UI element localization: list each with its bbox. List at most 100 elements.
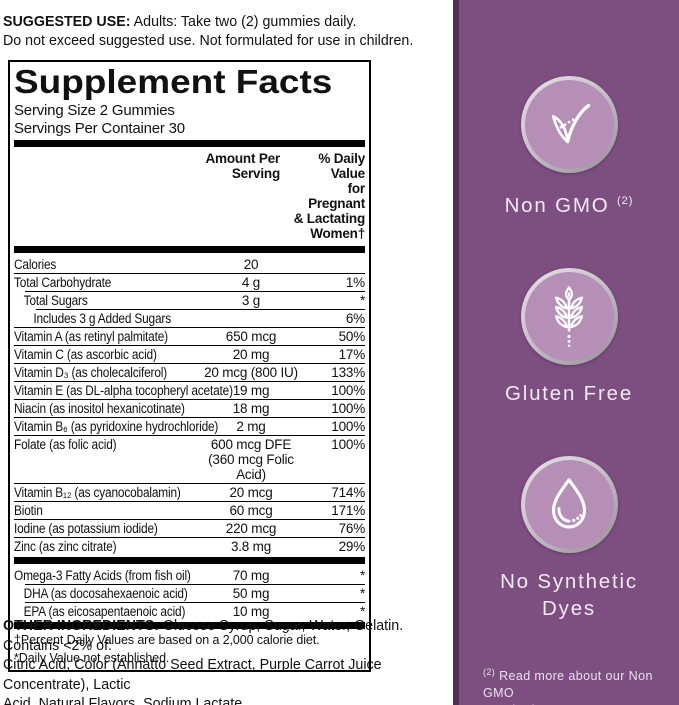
nutrient-dv: 171% bbox=[331, 502, 365, 518]
badge-no-synthetic-dyes: No Synthetic Dyes bbox=[459, 456, 679, 622]
table-row: Vitamin A (as retinyl palmitate) 650 mcg 5… bbox=[14, 327, 365, 345]
nutrient-dv: 100% bbox=[331, 436, 365, 452]
divider-bar bbox=[14, 557, 365, 564]
table-row: DHA (as docosahexaenoic acid) 50 mg * bbox=[14, 584, 365, 602]
badge-gluten-free: Gluten Free bbox=[459, 268, 679, 407]
nutrient-dv: * bbox=[359, 567, 365, 583]
badge-circle bbox=[524, 272, 614, 361]
badge-ring bbox=[520, 268, 618, 365]
droplet-icon bbox=[551, 477, 587, 529]
nutrient-amount: 3 g bbox=[241, 292, 261, 308]
badge-ring bbox=[520, 76, 618, 173]
nutrient-amount: 60 mcg bbox=[229, 502, 273, 518]
suggested-use-label: SUGGESTED USE: bbox=[3, 13, 131, 30]
nutrient-name: Vitamin A (as retinyl palmitate) bbox=[14, 328, 168, 344]
table-row: Vitamin B₁₂ (as cyanocobalamin) 20 mcg 714… bbox=[14, 483, 365, 501]
nutrient-amount: 20 mg bbox=[232, 346, 270, 362]
label-area: SUGGESTED USE: Adults: Take two (2) gumm… bbox=[3, 12, 450, 705]
nutrient-name: Zinc (as zinc citrate) bbox=[14, 538, 117, 554]
nutrient-dv: 29% bbox=[338, 538, 366, 554]
nutrient-amount: 4 g bbox=[241, 274, 261, 290]
badge-label-text: Non GMO bbox=[504, 193, 610, 217]
sidebar-footnote: (2) Read more about our Non GMO standard… bbox=[483, 664, 673, 705]
other-ingredients-label: OTHER INGREDIENTS: bbox=[3, 617, 159, 634]
nutrient-amount: 70 mg bbox=[232, 567, 270, 583]
nutrient-amount: 10 mg bbox=[232, 603, 270, 619]
amount-per-serving-header: Amount Per Serving bbox=[205, 151, 280, 181]
suggested-use-body: Adults: Take two (2) gummies daily. Do n… bbox=[3, 13, 414, 49]
servings-per-container: Servings Per Container 30 bbox=[14, 120, 185, 137]
nutrient-amount: 20 mcg bbox=[229, 484, 273, 500]
nutrient-name: Folate (as folic acid) bbox=[14, 436, 117, 452]
daily-value-header: % Daily Value for Pregnant & Lactating W… bbox=[293, 151, 366, 241]
nutrient-name: Total Carbohydrate bbox=[14, 274, 112, 290]
nutrient-amount: 2 mg bbox=[236, 418, 266, 434]
badge-label-text: Gluten Free bbox=[504, 382, 634, 405]
nutrient-amount: 650 mcg bbox=[225, 328, 277, 344]
nutrient-name: Total Sugars bbox=[23, 292, 88, 308]
claims-sidebar: Non GMO (2) bbox=[453, 0, 679, 705]
serving-size: Serving Size 2 Gummies bbox=[14, 102, 175, 119]
nutrient-name: Biotin bbox=[14, 502, 43, 518]
nutrient-dv: 714% bbox=[331, 484, 365, 500]
badge-label: Gluten Free bbox=[484, 380, 654, 407]
table-row: Total Sugars 3 g * bbox=[14, 291, 365, 309]
divider-bar bbox=[14, 622, 365, 629]
footnote-daily-values: †Percent Daily Values are based on a 2,0… bbox=[14, 633, 320, 647]
nutrient-dv: 1% bbox=[345, 274, 365, 290]
badge-circle bbox=[524, 460, 614, 549]
nutrient-name: DHA (as docosahexaenoic acid) bbox=[23, 585, 188, 601]
other-ingredients-body: Glucose Syrup, Sugar, Water, Gelatin. Co… bbox=[3, 617, 404, 705]
table-row: Vitamin D₃ (as cholecalciferol) 20 mcg (8… bbox=[14, 363, 365, 381]
nutrient-name: Vitamin C (as ascorbic acid) bbox=[14, 346, 157, 362]
table-row: Vitamin E (as DL-alpha tocopheryl acetat… bbox=[14, 381, 365, 399]
nutrient-name: EPA (as eicosapentaenoic acid) bbox=[23, 603, 186, 619]
nutrient-dv: * bbox=[359, 292, 365, 308]
badge-label-superscript: (2) bbox=[616, 195, 634, 207]
divider-bar bbox=[14, 140, 365, 147]
nutrient-name: Vitamin B₁₂ (as cyanocobalamin) bbox=[14, 484, 181, 500]
footnote-text: Read more about our Non GMO standards on… bbox=[483, 669, 653, 705]
footnote-dv-not-established: *Daily Value not established. bbox=[14, 650, 170, 665]
badge-ring bbox=[520, 456, 618, 553]
nutrient-amount: 220 mcg bbox=[225, 520, 277, 536]
supplement-facts-title: Supplement Facts bbox=[14, 63, 333, 100]
table-column-headers: Amount Per Serving % Daily Value for Pre… bbox=[14, 149, 365, 244]
badge-label-text: No Synthetic Dyes bbox=[500, 570, 638, 620]
nutrient-amount: 19 mg bbox=[232, 382, 270, 398]
nutrient-dv: 76% bbox=[338, 520, 366, 536]
other-ingredients-text: OTHER INGREDIENTS: Glucose Syrup, Sugar,… bbox=[3, 616, 450, 705]
nutrient-dv: 17% bbox=[338, 346, 366, 362]
table-row: Folate (as folic acid) 600 mcg DFE (360 m… bbox=[14, 435, 365, 483]
badge-label: No Synthetic Dyes bbox=[484, 568, 654, 622]
footnote-superscript: (2) bbox=[483, 667, 496, 677]
nutrient-name: Calories bbox=[14, 256, 57, 272]
badge-non-gmo: Non GMO (2) bbox=[459, 76, 679, 219]
nutrient-amount: 50 mg bbox=[232, 585, 270, 601]
table-row: Total Carbohydrate 4 g 1% bbox=[14, 273, 365, 291]
table-row: Zinc (as zinc citrate) 3.8 mg 29% bbox=[14, 537, 365, 555]
nutrient-name: Niacin (as inositol hexanicotinate) bbox=[14, 400, 185, 416]
nutrient-name: Vitamin B₆ (as pyridoxine hydrochloride) bbox=[14, 418, 219, 434]
table-row: EPA (as eicosapentaenoic acid) 10 mg * bbox=[14, 602, 365, 620]
nutrient-dv: * bbox=[359, 603, 365, 619]
table-row: Iodine (as potassium iodide) 220 mcg 76% bbox=[14, 519, 365, 537]
badge-circle bbox=[524, 80, 614, 169]
nutrient-amount: 20 bbox=[243, 256, 259, 272]
suggested-use-text: SUGGESTED USE: Adults: Take two (2) gumm… bbox=[3, 12, 450, 50]
table-row: Vitamin C (as ascorbic acid) 20 mg 17% bbox=[14, 345, 365, 363]
nutrient-dv: * bbox=[359, 585, 365, 601]
nutrient-name: Includes 3 g Added Sugars bbox=[33, 310, 171, 326]
nutrient-dv: 6% bbox=[345, 310, 365, 326]
table-row: Biotin 60 mcg 171% bbox=[14, 501, 365, 519]
nutrient-amount: 3.8 mg bbox=[230, 538, 272, 554]
table-row: Includes 3 g Added Sugars 6% bbox=[14, 309, 365, 327]
nutrient-dv: 100% bbox=[331, 418, 365, 434]
nutrient-name: Vitamin E (as DL-alpha tocopheryl acetat… bbox=[14, 382, 233, 398]
checkmark-sprout-icon bbox=[551, 103, 591, 143]
nutrient-amount: 18 mg bbox=[232, 400, 270, 416]
table-row: Vitamin B₆ (as pyridoxine hydrochloride)… bbox=[14, 417, 365, 435]
nutrient-dv: 50% bbox=[338, 328, 366, 344]
nutrient-name: Omega-3 Fatty Acids (from fish oil) bbox=[14, 567, 191, 583]
